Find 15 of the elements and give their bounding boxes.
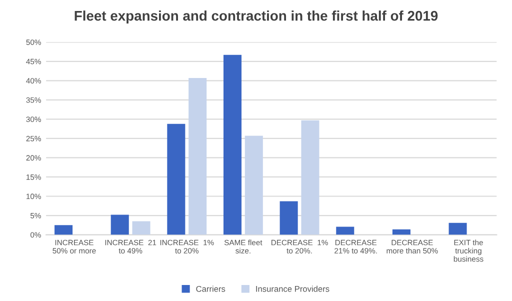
bar (110, 214, 129, 235)
bar (188, 78, 207, 235)
bar (223, 54, 242, 235)
bar (54, 225, 73, 235)
chart-title: Fleet expansion and contraction in the first half of 2019 (74, 10, 438, 24)
bar (301, 120, 320, 235)
bar (448, 222, 467, 235)
legend-label: Insurance Providers (256, 286, 330, 292)
bar (244, 136, 263, 235)
bar (336, 226, 354, 235)
bar (280, 201, 298, 235)
bar (392, 229, 410, 235)
bar (167, 124, 186, 235)
legend-label: Carriers (196, 286, 226, 292)
bar (132, 221, 150, 235)
